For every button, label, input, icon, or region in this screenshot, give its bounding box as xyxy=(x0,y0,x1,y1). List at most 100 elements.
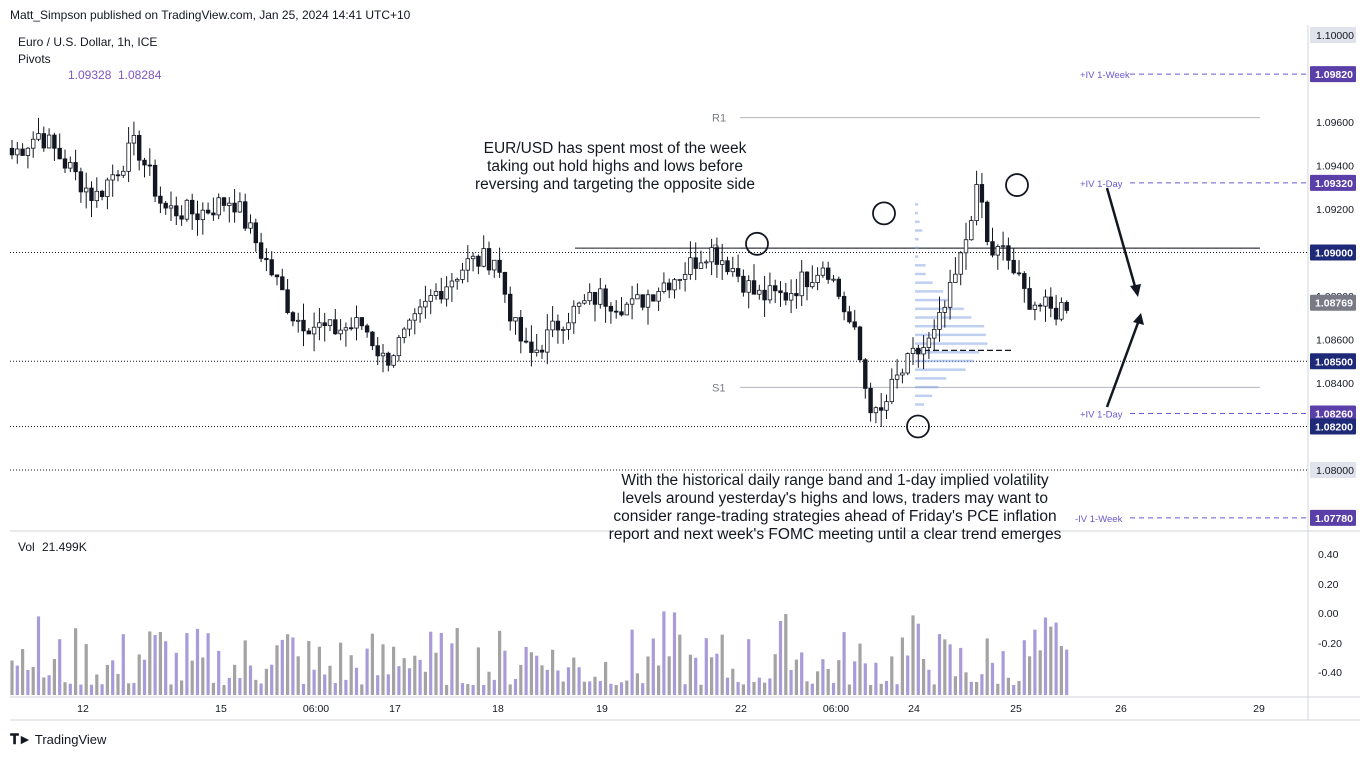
volume-bar xyxy=(869,684,873,695)
tradingview-logo[interactable]: 𝐓► TradingView xyxy=(10,731,106,748)
candle-body xyxy=(603,288,608,307)
candle-body xyxy=(926,337,932,348)
volume-bar xyxy=(492,679,496,695)
volume-bar xyxy=(243,640,247,695)
volume-bar xyxy=(922,658,926,695)
candle-body xyxy=(1038,304,1043,307)
annotation-bottom-line: consider range-trading strategies ahead … xyxy=(613,508,1057,525)
volume-bar xyxy=(810,683,814,695)
volume-bar xyxy=(572,657,576,695)
volume-axis[interactable]: 0.40 0.20 0.00 -0.20 -0.40 xyxy=(1318,549,1342,679)
candle-body xyxy=(285,289,290,313)
annotation-top-line: reversing and targeting the opposite sid… xyxy=(474,176,756,193)
volume-bar xyxy=(275,645,279,695)
highlight-circle xyxy=(1005,173,1029,197)
annotation-top-line: EUR/USD has spent most of the week xyxy=(483,140,747,157)
volume-profile-bar xyxy=(915,385,939,389)
volume-profile-bar xyxy=(915,237,919,241)
candle-body xyxy=(94,190,99,202)
candle-body xyxy=(1011,259,1016,274)
candle-body xyxy=(534,349,539,353)
volume-bar xyxy=(301,683,306,695)
candle-body xyxy=(847,311,852,323)
candle-body xyxy=(407,319,412,330)
candle-body xyxy=(582,300,587,304)
price-axis[interactable]: 1.100001.096001.094001.092001.088001.086… xyxy=(1310,27,1356,526)
volume-profile-bar xyxy=(915,264,926,267)
volume-bar xyxy=(757,677,761,695)
candle-body xyxy=(476,255,481,267)
candle-body xyxy=(221,197,227,206)
candle-body xyxy=(232,202,237,213)
volume-bar xyxy=(466,684,470,695)
volume-bar xyxy=(895,684,899,695)
volume-bar xyxy=(291,637,295,695)
candle-body xyxy=(592,291,598,305)
candle-body xyxy=(375,345,380,357)
candle-body xyxy=(507,293,513,322)
candle-body xyxy=(640,294,645,308)
candle-body xyxy=(152,164,158,197)
candle-body xyxy=(136,134,142,161)
candle-body xyxy=(301,319,306,332)
candlesticks xyxy=(9,117,1069,427)
candle-body xyxy=(518,317,523,342)
candle-body xyxy=(322,322,327,327)
publisher-header: Matt_Simpson published on TradingView.co… xyxy=(10,8,411,22)
volume-bars xyxy=(10,611,1069,695)
volume-bar xyxy=(201,657,205,695)
volume-bar xyxy=(21,649,25,695)
candle-body xyxy=(905,353,910,374)
volume-bar xyxy=(36,616,41,695)
volume-bar xyxy=(741,684,745,695)
volume-bar xyxy=(874,662,878,695)
arrow-up xyxy=(1105,319,1141,408)
candle-body xyxy=(804,271,810,288)
candle-body xyxy=(481,248,486,267)
volume-bar xyxy=(31,666,35,695)
candle-body xyxy=(237,201,243,213)
volume-bar xyxy=(402,658,406,695)
volume-bar xyxy=(794,659,798,695)
candle-body xyxy=(900,372,905,376)
indicator-name: Pivots xyxy=(18,52,51,66)
candle-body xyxy=(454,279,460,282)
volume-bar xyxy=(672,612,677,695)
candle-body xyxy=(884,401,889,411)
price-axis-tag xyxy=(1310,27,1356,43)
candle-body xyxy=(523,340,529,343)
time-axis-label: 25 xyxy=(1010,703,1022,715)
candle-body xyxy=(1053,307,1059,320)
volume-bar xyxy=(317,646,321,695)
volume-bar xyxy=(328,665,332,695)
time-axis[interactable]: 12 15 06:00 17 18 19 22 06:00 24 25 26 29 xyxy=(77,703,1265,715)
volume-axis-label: 0.40 xyxy=(1318,549,1339,561)
candle-body xyxy=(99,190,105,198)
candle-body xyxy=(619,311,624,316)
volume-bar xyxy=(736,682,740,695)
price-axis-label: 1.09200 xyxy=(1316,204,1354,216)
symbol-title: Euro / U.S. Dollar, 1h, ICE xyxy=(18,35,157,49)
time-axis-label: 12 xyxy=(77,703,89,715)
volume-bar xyxy=(763,682,767,695)
volume-bar xyxy=(413,655,417,695)
volume-bar xyxy=(508,684,512,695)
price-axis-label: 1.09400 xyxy=(1316,161,1354,173)
volume-bar xyxy=(540,665,544,695)
volume-bar xyxy=(105,664,109,695)
candle-body xyxy=(698,262,704,269)
candle-body xyxy=(889,378,894,403)
candle-body xyxy=(52,134,57,149)
volume-bar xyxy=(180,680,184,695)
volume-bar xyxy=(137,654,141,695)
volume-bar xyxy=(407,668,412,695)
candle-body xyxy=(189,199,195,215)
volume-bar xyxy=(519,664,523,695)
candle-body xyxy=(1064,302,1069,311)
candle-body xyxy=(105,179,110,198)
volume-profile-bar xyxy=(915,290,944,293)
volume-bar xyxy=(148,631,152,695)
candle-body xyxy=(1016,272,1022,275)
volume-bar xyxy=(195,628,200,695)
